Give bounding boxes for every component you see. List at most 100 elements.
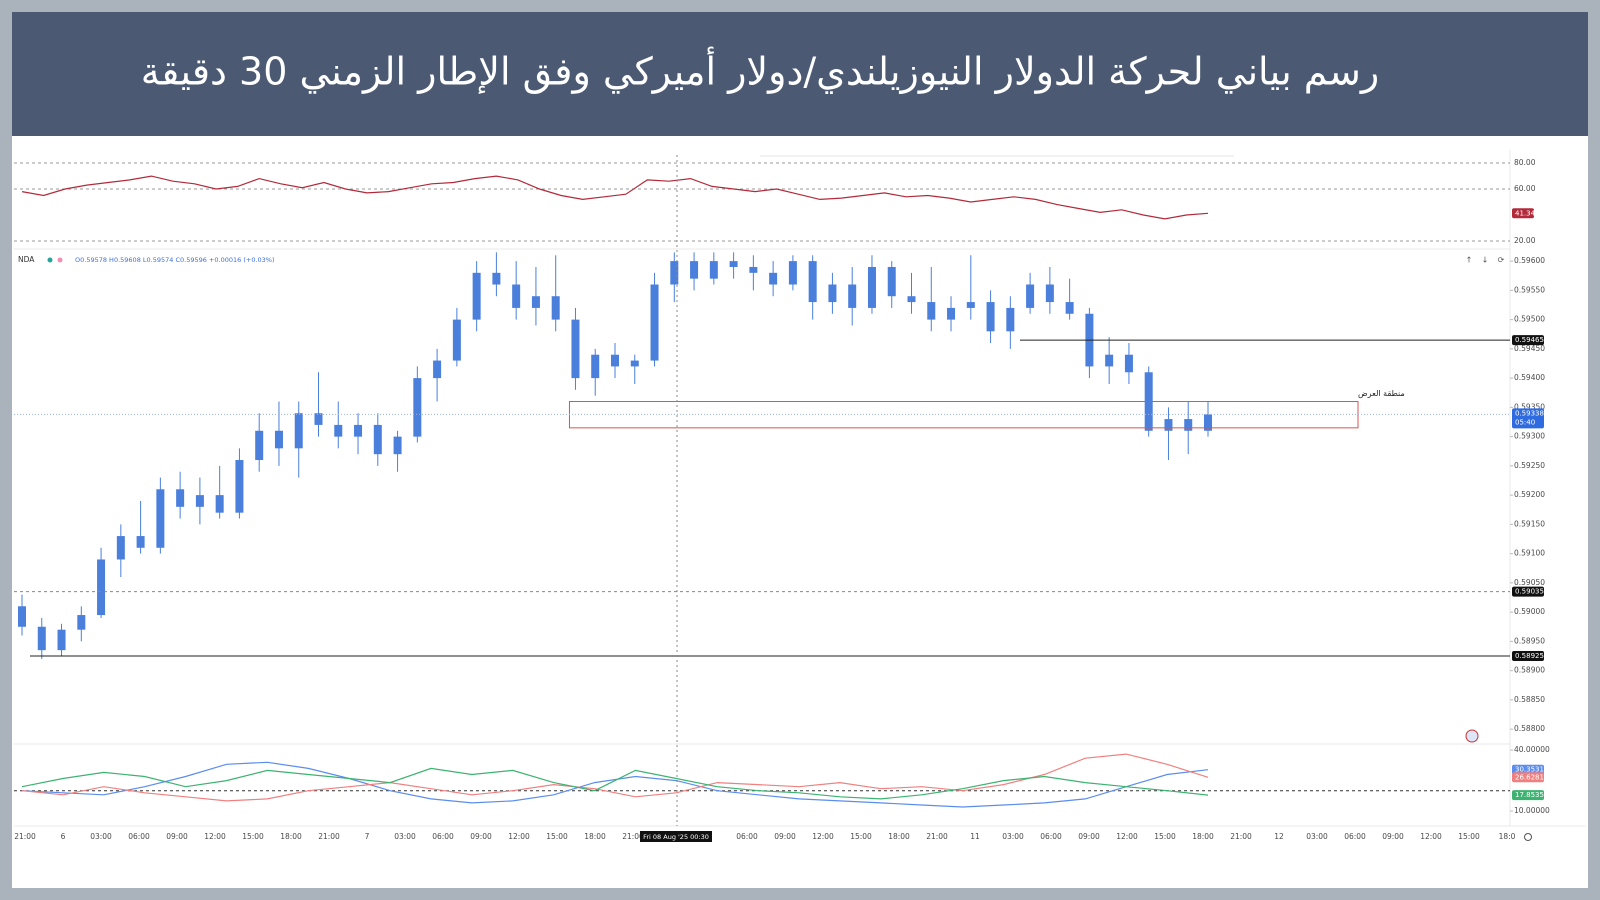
y-tick-label: 0.59150 — [1514, 519, 1545, 528]
candle-body — [670, 261, 679, 285]
candle-body — [1065, 302, 1074, 314]
y-tick-label: 60.00 — [1514, 184, 1536, 193]
dmi-value: 26.62811 — [1515, 773, 1548, 781]
x-tick-label: 7 — [365, 832, 370, 841]
candle-body — [551, 296, 560, 320]
x-tick-label: 15:00 — [850, 832, 872, 841]
scroll-down[interactable]: ↓ — [1482, 256, 1489, 265]
rsi-line — [21, 175, 1209, 220]
dmi-line — [21, 761, 1209, 808]
flag-icon — [1465, 729, 1479, 743]
x-tick-label: 12:00 — [508, 832, 530, 841]
ohlc-legend: O0.59578 H0.59608 L0.59574 C0.59596 +0.0… — [75, 256, 275, 264]
candle-body — [1184, 419, 1193, 431]
candle-body — [452, 319, 461, 361]
candle-body — [1164, 419, 1173, 431]
x-tick-label: 06:00 — [432, 832, 454, 841]
y-tick-label: 0.59600 — [1514, 256, 1545, 265]
dmi-value: 17.85359 — [1515, 791, 1548, 799]
candle-body — [255, 430, 264, 461]
x-tick-label: 03:00 — [1002, 832, 1024, 841]
x-tick-label: 15:00 — [1458, 832, 1480, 841]
candle-body — [334, 424, 343, 437]
level-tag — [1512, 651, 1544, 662]
candle-body — [116, 536, 125, 560]
crosshair-label: Fri 08 Aug '25 00:30 — [643, 833, 709, 841]
chart-title: رسم بياني لحركة الدولار النيوزيلندي/دولا… — [141, 47, 1379, 95]
x-tick-label: 06:00 — [128, 832, 150, 841]
x-tick-label: 15:00 — [546, 832, 568, 841]
y-tick-label: 0.59250 — [1514, 461, 1545, 470]
candle-body — [274, 430, 283, 449]
x-tick-label: 21:00 — [318, 832, 340, 841]
level-value: 0.58925 — [1515, 652, 1544, 660]
candle-body — [749, 266, 758, 273]
x-tick-label: 12:00 — [812, 832, 834, 841]
y-tick-label: 0.59200 — [1514, 490, 1545, 499]
x-tick-label: 15:00 — [1154, 832, 1176, 841]
x-tick-label: 21:00 — [1230, 832, 1252, 841]
x-tick-label: 18:00 — [1192, 832, 1214, 841]
current-price: 0.59338 — [1515, 409, 1544, 417]
x-tick-label: 09:00 — [774, 832, 796, 841]
rsi-value: 41.34 — [1515, 209, 1536, 217]
x-tick-label: 18:0 — [1499, 832, 1516, 841]
candle-body — [472, 272, 481, 320]
y-tick-label: 0.59400 — [1514, 373, 1545, 382]
dmi-line — [21, 767, 1209, 800]
candle-body — [235, 460, 244, 513]
crosshair-tag — [640, 831, 712, 842]
symbol: NDA — [18, 255, 35, 264]
candle-body — [215, 495, 224, 513]
level-value: 0.59035 — [1515, 588, 1544, 596]
candle-body — [393, 436, 402, 455]
candle-body — [195, 495, 204, 507]
scroll-up[interactable]: ↑ — [1466, 256, 1473, 265]
dmi-line — [21, 753, 1209, 802]
candle-body — [156, 489, 165, 548]
candle-body — [373, 424, 382, 455]
slide — [12, 12, 1588, 888]
x-tick-label: 6 — [61, 832, 66, 841]
x-tick-label: 09:00 — [1078, 832, 1100, 841]
y-tick-label: 0.59100 — [1514, 549, 1545, 558]
candle-body — [729, 261, 738, 267]
reset[interactable]: ⟳ — [1498, 256, 1505, 265]
x-tick-label: 03:00 — [394, 832, 416, 841]
candle-body — [77, 615, 86, 630]
x-tick-label: 15:00 — [242, 832, 264, 841]
candle-body — [413, 378, 422, 437]
candle-body — [57, 629, 66, 651]
candle-body — [828, 284, 837, 303]
status-dot — [57, 257, 63, 263]
candle-body — [927, 302, 936, 320]
x-tick-label: 06:00 — [736, 832, 758, 841]
candle-body — [1026, 284, 1035, 308]
y-tick-label: 0.58800 — [1514, 724, 1545, 733]
level-tag — [1512, 586, 1544, 597]
x-tick-label: 11 — [970, 832, 980, 841]
status-dot — [47, 257, 53, 263]
x-tick-label: 03:00 — [90, 832, 112, 841]
y-tick-label: 0.59050 — [1514, 578, 1545, 587]
y-tick-label: 0.59300 — [1514, 432, 1545, 441]
candle-body — [314, 413, 323, 425]
candle-body — [611, 354, 619, 367]
candle-body — [1204, 414, 1212, 431]
x-tick-label: 09:00 — [166, 832, 188, 841]
y-tick-label: 0.58850 — [1514, 695, 1545, 704]
candle-body — [690, 261, 699, 279]
countdown: 05:40 — [1515, 418, 1535, 426]
candle-body — [571, 319, 580, 379]
y-tick-label: 0.58900 — [1514, 666, 1545, 675]
candle-body — [1045, 284, 1054, 303]
y-tick-label: 10.00000 — [1514, 806, 1550, 815]
candle-body — [867, 266, 876, 308]
x-tick-label: 12 — [1274, 832, 1284, 841]
x-tick-label: 09:00 — [1382, 832, 1404, 841]
dmi-tag — [1512, 790, 1544, 801]
candle-body — [97, 559, 106, 616]
candle-body — [176, 489, 185, 507]
settings-icon[interactable] — [1524, 833, 1532, 841]
